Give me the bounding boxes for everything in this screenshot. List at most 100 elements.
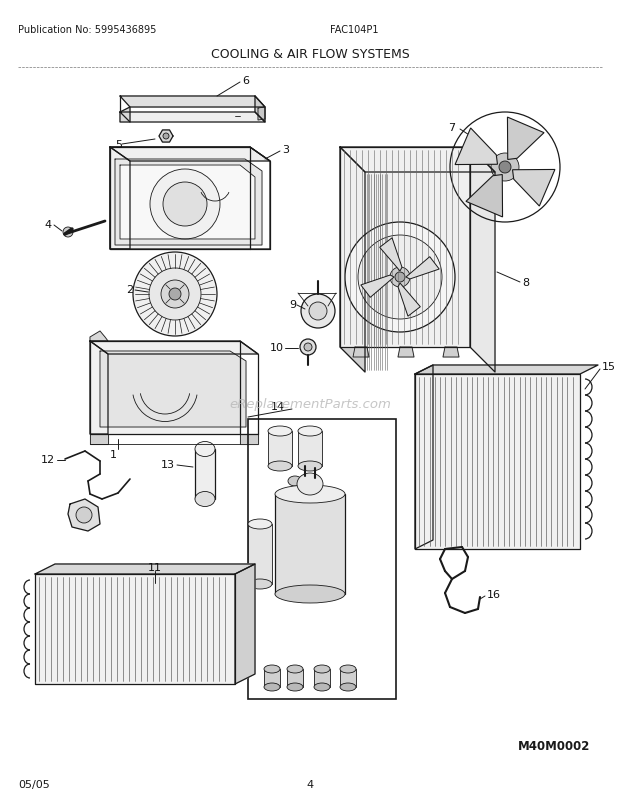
Ellipse shape [195,442,215,457]
Text: 10: 10 [270,342,284,353]
Polygon shape [120,113,265,123]
Ellipse shape [275,485,345,504]
Text: 8: 8 [522,277,529,288]
Circle shape [63,228,73,237]
Ellipse shape [287,665,303,673]
Text: 1: 1 [110,449,117,460]
Text: 9: 9 [289,300,296,310]
Text: COOLING & AIR FLOW SYSTEMS: COOLING & AIR FLOW SYSTEMS [211,48,409,61]
Ellipse shape [287,683,303,691]
Polygon shape [68,500,100,532]
Ellipse shape [264,683,280,691]
Polygon shape [120,166,255,240]
Text: 12: 12 [41,455,55,464]
Polygon shape [340,148,495,172]
Text: eReplacementParts.com: eReplacementParts.com [229,398,391,411]
Polygon shape [115,160,262,245]
Circle shape [76,508,92,524]
Polygon shape [35,565,255,574]
Bar [314,669,330,687]
Polygon shape [159,131,173,143]
Polygon shape [470,148,495,373]
Circle shape [390,268,410,288]
Ellipse shape [288,476,302,486]
Ellipse shape [268,461,292,472]
Bar [287,669,303,687]
Bar [195,449,215,500]
Polygon shape [507,118,544,160]
Polygon shape [90,342,108,435]
Text: 16: 16 [487,589,501,599]
Polygon shape [90,331,108,342]
Ellipse shape [340,665,356,673]
Ellipse shape [248,520,272,529]
Polygon shape [353,347,369,358]
Polygon shape [100,351,246,427]
Polygon shape [90,435,108,444]
Polygon shape [466,176,503,217]
Circle shape [491,154,519,182]
Polygon shape [415,366,433,549]
Text: 11: 11 [148,562,162,573]
Ellipse shape [268,427,292,436]
Bar [298,431,322,467]
Polygon shape [90,342,240,435]
Bar [275,494,345,594]
Polygon shape [443,347,459,358]
Circle shape [169,289,181,301]
Polygon shape [513,170,555,207]
Ellipse shape [314,683,330,691]
Circle shape [163,183,207,227]
Bar [248,419,396,699]
Circle shape [309,302,327,321]
Ellipse shape [248,579,272,589]
Polygon shape [361,276,394,298]
Polygon shape [455,129,497,165]
Polygon shape [110,148,270,162]
Circle shape [358,236,442,320]
Polygon shape [415,375,580,549]
Bar [248,525,272,585]
Bar [264,669,280,687]
Circle shape [345,223,455,333]
Text: 2: 2 [126,285,133,294]
Polygon shape [398,347,414,358]
Text: Publication No: 5995436895: Publication No: 5995436895 [18,25,156,35]
Text: FAC104P1: FAC104P1 [330,25,378,35]
Circle shape [133,253,217,337]
Polygon shape [415,366,598,375]
Text: 15: 15 [602,362,616,371]
Ellipse shape [314,665,330,673]
Text: 6: 6 [242,76,249,86]
Polygon shape [406,257,439,280]
Text: 4: 4 [45,220,52,229]
Ellipse shape [275,585,345,603]
Ellipse shape [297,473,323,496]
Polygon shape [255,97,265,123]
Polygon shape [340,148,365,373]
Ellipse shape [298,461,322,472]
Circle shape [150,170,220,240]
Text: 14: 14 [271,402,285,411]
Polygon shape [110,148,250,249]
Ellipse shape [195,492,215,507]
Circle shape [304,343,312,351]
Text: 05/05: 05/05 [18,779,50,789]
Circle shape [163,134,169,140]
Circle shape [499,162,511,174]
Bar [268,431,292,467]
Polygon shape [398,284,420,317]
Text: 13: 13 [161,460,175,469]
Text: 4: 4 [306,779,314,789]
Bar [340,669,356,687]
Polygon shape [120,107,130,123]
Polygon shape [379,238,402,272]
Text: 7: 7 [448,123,455,133]
Text: M40M0002: M40M0002 [518,739,590,752]
Ellipse shape [264,665,280,673]
Ellipse shape [298,427,322,436]
Circle shape [300,339,316,355]
Polygon shape [120,97,265,107]
Polygon shape [240,435,258,444]
Polygon shape [90,342,258,354]
